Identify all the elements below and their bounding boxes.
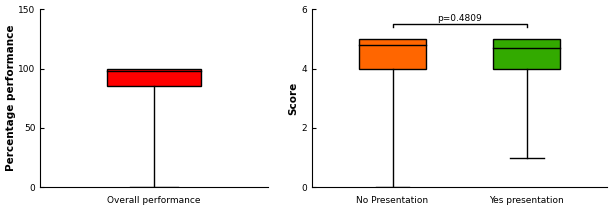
Y-axis label: Score: Score — [289, 82, 299, 115]
Bar — [493, 39, 560, 69]
Bar — [359, 39, 426, 69]
Y-axis label: Percentage performance: Percentage performance — [6, 25, 15, 172]
Bar — [107, 69, 202, 86]
Text: p=0.4809: p=0.4809 — [437, 14, 482, 23]
